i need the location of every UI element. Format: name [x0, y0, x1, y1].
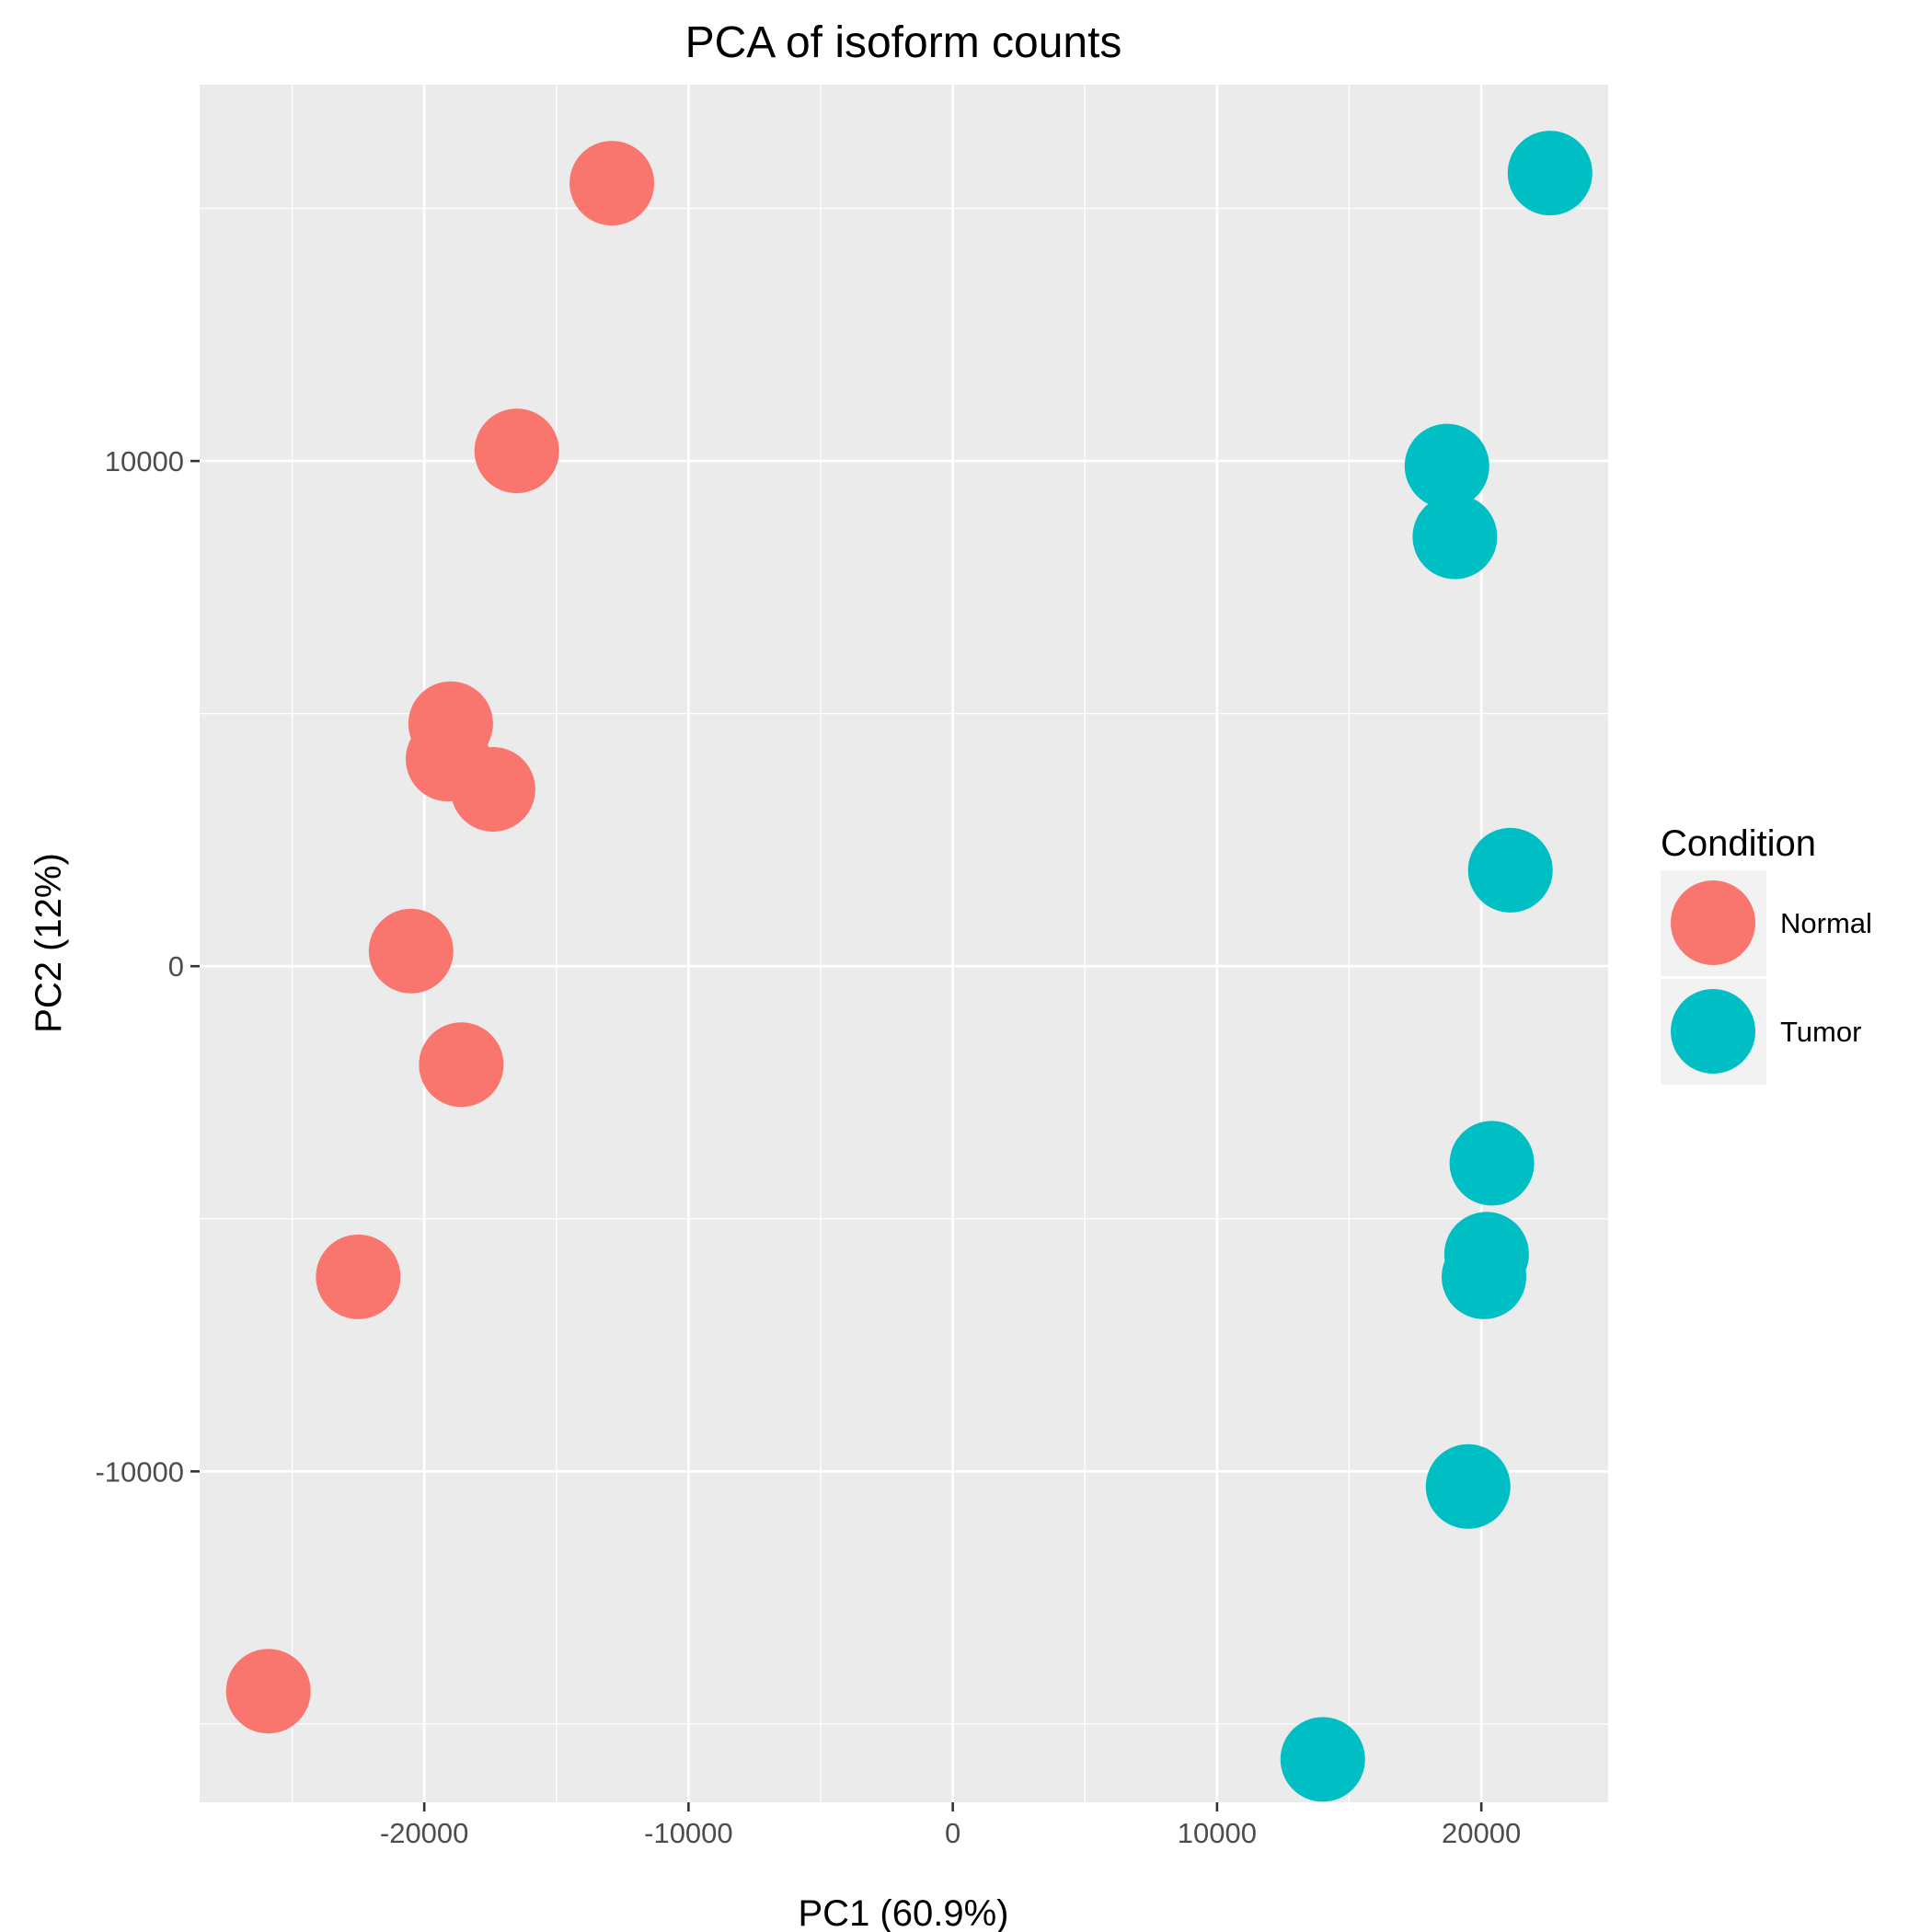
data-point-tumor [1280, 1717, 1365, 1802]
x-axis: -20000 -10000 0 10000 20000 [380, 1802, 1521, 1849]
legend-label-tumor: Tumor [1780, 1016, 1861, 1048]
data-point-normal [316, 1234, 401, 1319]
legend: Condition Normal Tumor [1661, 823, 1872, 1085]
x-tick-label: 0 [945, 1817, 960, 1849]
legend-swatch-normal [1671, 880, 1755, 965]
legend-label-normal: Normal [1780, 907, 1872, 939]
data-point-normal [225, 1649, 311, 1734]
data-point-normal [450, 747, 535, 833]
data-point-tumor [1404, 423, 1489, 509]
legend-entries: Normal Tumor [1661, 870, 1872, 1085]
legend-title: Condition [1661, 823, 1816, 864]
y-tick-label: -10000 [95, 1455, 184, 1488]
data-point-normal [368, 908, 454, 994]
x-tick-label: 20000 [1442, 1817, 1521, 1849]
data-point-normal [419, 1022, 504, 1108]
data-points [225, 131, 1593, 1802]
y-axis: -10000 0 10000 [95, 445, 200, 1488]
y-axis-title: PC2 (12%) [29, 853, 69, 1033]
data-point-tumor [1412, 494, 1498, 580]
data-point-tumor [1441, 1234, 1526, 1319]
x-axis-title: PC1 (60.9%) [799, 1893, 1009, 1932]
data-point-normal [569, 141, 655, 226]
data-point-tumor [1467, 827, 1553, 913]
data-point-tumor [1507, 131, 1593, 216]
legend-swatch-tumor [1671, 989, 1755, 1074]
x-tick-label: -20000 [380, 1817, 469, 1849]
x-tick-label: -10000 [644, 1817, 733, 1849]
x-tick-label: 10000 [1178, 1817, 1257, 1849]
y-tick-label: 0 [168, 950, 184, 983]
data-point-tumor [1449, 1121, 1535, 1206]
data-point-normal [474, 408, 559, 494]
y-tick-label: 10000 [105, 445, 184, 477]
data-point-tumor [1425, 1443, 1511, 1529]
chart-title: PCA of isoform counts [685, 18, 1122, 67]
